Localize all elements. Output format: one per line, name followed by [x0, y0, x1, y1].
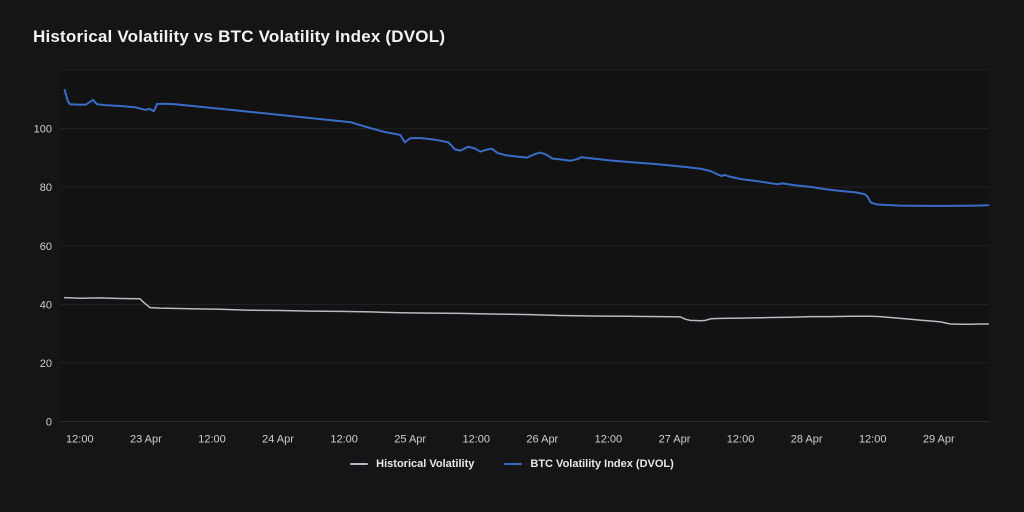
x-tick-label-9: 27 Apr — [659, 434, 691, 446]
x-tick-label-1: 23 Apr — [130, 434, 162, 446]
x-tick-label-13: 29 Apr — [923, 434, 955, 446]
legend-label-historical-volatility: Historical Volatility — [376, 458, 475, 470]
y-tick-label-20: 20 — [40, 358, 52, 370]
x-tick-label-12: 12:00 — [859, 434, 887, 446]
historical-volatility-line-swatch — [350, 463, 369, 465]
legend-item-historical-volatility[interactable]: Historical Volatility — [350, 458, 474, 470]
legend-item-btc-volatility-index[interactable]: BTC Volatility Index (DVOL) — [504, 458, 674, 470]
y-tick-label-0: 0 — [46, 417, 52, 429]
btc-volatility-index-line-swatch — [504, 463, 523, 465]
x-tick-label-5: 25 Apr — [394, 434, 426, 446]
series-line-0 — [63, 296, 990, 326]
y-tick-label-60: 60 — [40, 241, 52, 253]
y-tick-label-100: 100 — [34, 124, 52, 136]
x-tick-label-2: 12:00 — [198, 434, 226, 446]
x-tick-label-11: 28 Apr — [791, 434, 823, 446]
series-line-1 — [63, 88, 990, 207]
y-tick-label-80: 80 — [40, 182, 52, 194]
chart-title: Historical Volatility vs BTC Volatility … — [33, 27, 446, 46]
x-tick-label-4: 12:00 — [330, 434, 358, 446]
y-tick-label-40: 40 — [40, 299, 52, 311]
x-tick-label-0: 12:00 — [66, 434, 94, 446]
x-tick-label-7: 26 Apr — [526, 434, 558, 446]
x-tick-label-10: 12:00 — [727, 434, 755, 446]
x-tick-label-3: 24 Apr — [262, 434, 294, 446]
chart-legend: Historical Volatility BTC Volatility Ind… — [0, 458, 1024, 470]
x-tick-label-6: 12:00 — [463, 434, 491, 446]
legend-label-btc-volatility-index: BTC Volatility Index (DVOL) — [530, 458, 674, 470]
x-tick-label-8: 12:00 — [595, 434, 623, 446]
